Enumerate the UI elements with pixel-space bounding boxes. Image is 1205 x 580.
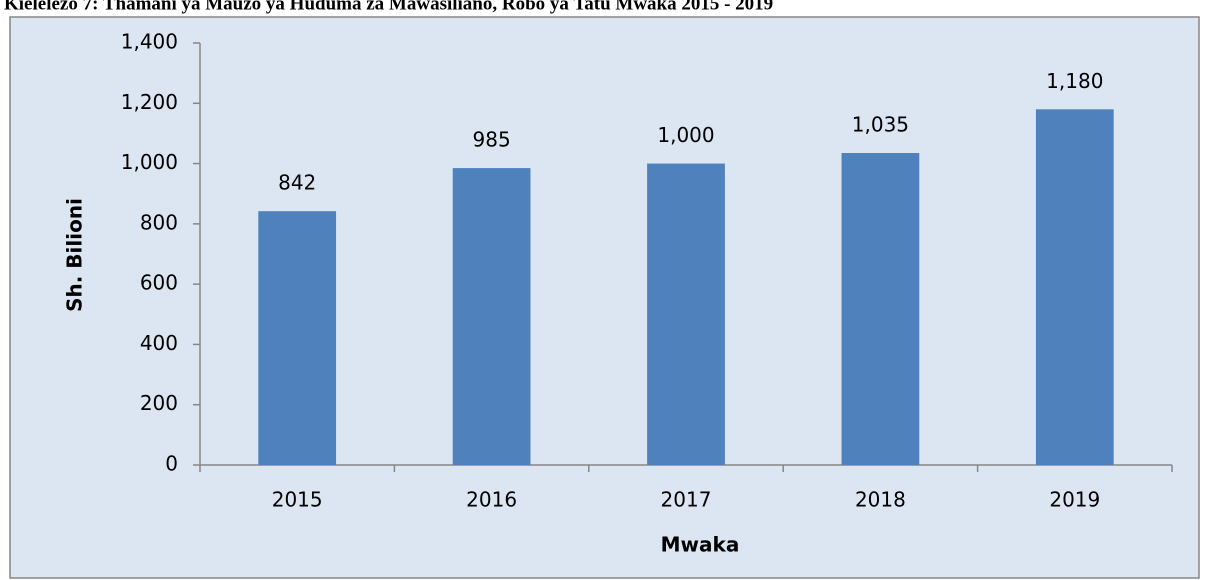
x-tick-label: 2019 xyxy=(1049,488,1100,512)
y-tick-label: 0 xyxy=(165,452,178,476)
data-label: 1,000 xyxy=(657,123,714,147)
y-tick-label: 1,000 xyxy=(121,150,178,174)
x-tick-label: 2016 xyxy=(466,488,517,512)
y-axis-title: Sh. Bilioni xyxy=(63,198,87,312)
bar xyxy=(258,211,337,465)
bar xyxy=(841,153,920,465)
y-tick-label: 800 xyxy=(140,210,178,234)
bar xyxy=(647,163,725,466)
y-tick-label: 1,200 xyxy=(121,90,178,114)
y-tick-label: 1,400 xyxy=(121,30,178,54)
chart-background xyxy=(9,16,1200,579)
y-tick-label: 200 xyxy=(140,391,178,415)
x-tick-label: 2018 xyxy=(855,488,906,512)
x-tick-label: 2017 xyxy=(661,488,712,512)
y-tick-label: 400 xyxy=(140,331,178,355)
chart-title: Kielelezo 7: Thamani ya Mauzo ya Huduma … xyxy=(4,0,773,14)
data-label: 842 xyxy=(278,171,316,195)
bar xyxy=(1035,109,1114,466)
data-label: 1,035 xyxy=(852,113,909,137)
bar xyxy=(452,168,531,466)
y-tick-label: 600 xyxy=(140,271,178,295)
data-label: 1,180 xyxy=(1046,69,1103,93)
data-label: 985 xyxy=(473,128,511,152)
x-tick-label: 2015 xyxy=(272,488,323,512)
x-axis-title: Mwaka xyxy=(661,533,740,557)
